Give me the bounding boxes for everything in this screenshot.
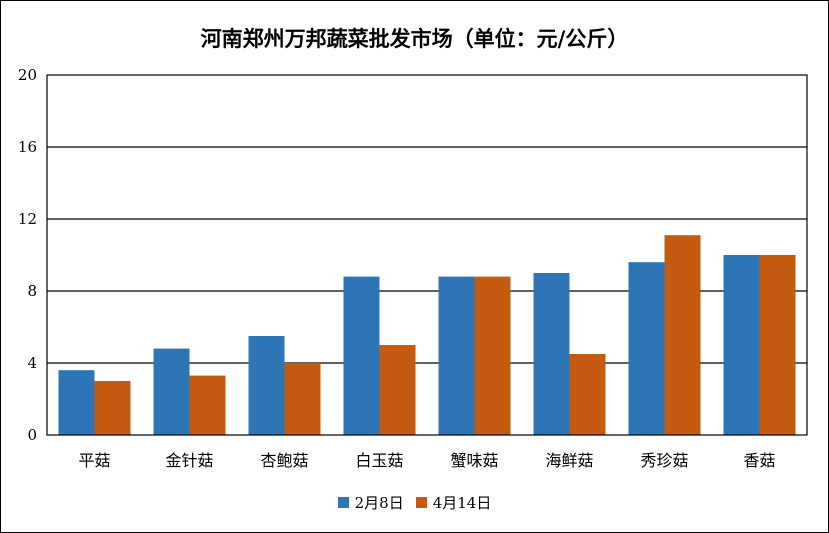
x-category-label: 杏鲍菇 bbox=[260, 451, 308, 470]
bar-series1 bbox=[438, 276, 475, 435]
legend-label: 2月8日 bbox=[354, 494, 404, 512]
bar-series2 bbox=[284, 363, 321, 435]
y-tick-label: 12 bbox=[18, 210, 37, 228]
x-category-label: 香菇 bbox=[743, 451, 775, 470]
x-category-label: 平菇 bbox=[78, 451, 110, 470]
bar-series2 bbox=[569, 354, 606, 435]
x-category-label: 秀珍菇 bbox=[640, 451, 688, 470]
bar-series2 bbox=[759, 255, 796, 435]
legend-label: 4月14日 bbox=[432, 494, 492, 512]
bar-series2 bbox=[189, 375, 226, 435]
y-tick-label: 4 bbox=[27, 354, 37, 372]
y-tick-label: 0 bbox=[27, 426, 37, 444]
bar-series2 bbox=[94, 381, 131, 435]
bar-series1 bbox=[343, 276, 380, 435]
y-tick-label: 20 bbox=[18, 66, 37, 84]
bar-series2 bbox=[474, 276, 511, 435]
bar-series1 bbox=[723, 255, 760, 435]
bar-series1 bbox=[628, 262, 665, 435]
y-tick-label: 8 bbox=[27, 282, 37, 300]
bar-series2 bbox=[379, 345, 416, 435]
bar-series2 bbox=[664, 235, 701, 435]
x-category-label: 金针菇 bbox=[165, 451, 213, 470]
x-category-label: 蟹味菇 bbox=[450, 451, 498, 470]
y-tick-label: 16 bbox=[18, 138, 37, 156]
bar-series1 bbox=[248, 336, 285, 435]
bar-series1 bbox=[533, 273, 570, 435]
legend: 2月8日 4月14日 bbox=[1, 492, 828, 513]
legend-item: 4月14日 bbox=[415, 492, 492, 513]
chart-title: 河南郑州万邦蔬菜批发市场（单位：元/公斤） bbox=[200, 26, 629, 51]
legend-swatch bbox=[415, 497, 427, 508]
bar-series1 bbox=[153, 348, 190, 435]
x-category-label: 白玉菇 bbox=[355, 451, 403, 470]
plot-area-border bbox=[46, 74, 808, 436]
x-category-label: 海鲜菇 bbox=[545, 451, 593, 470]
legend-item: 2月8日 bbox=[337, 492, 404, 513]
bar-series1 bbox=[58, 370, 95, 435]
legend-swatch bbox=[337, 497, 349, 508]
